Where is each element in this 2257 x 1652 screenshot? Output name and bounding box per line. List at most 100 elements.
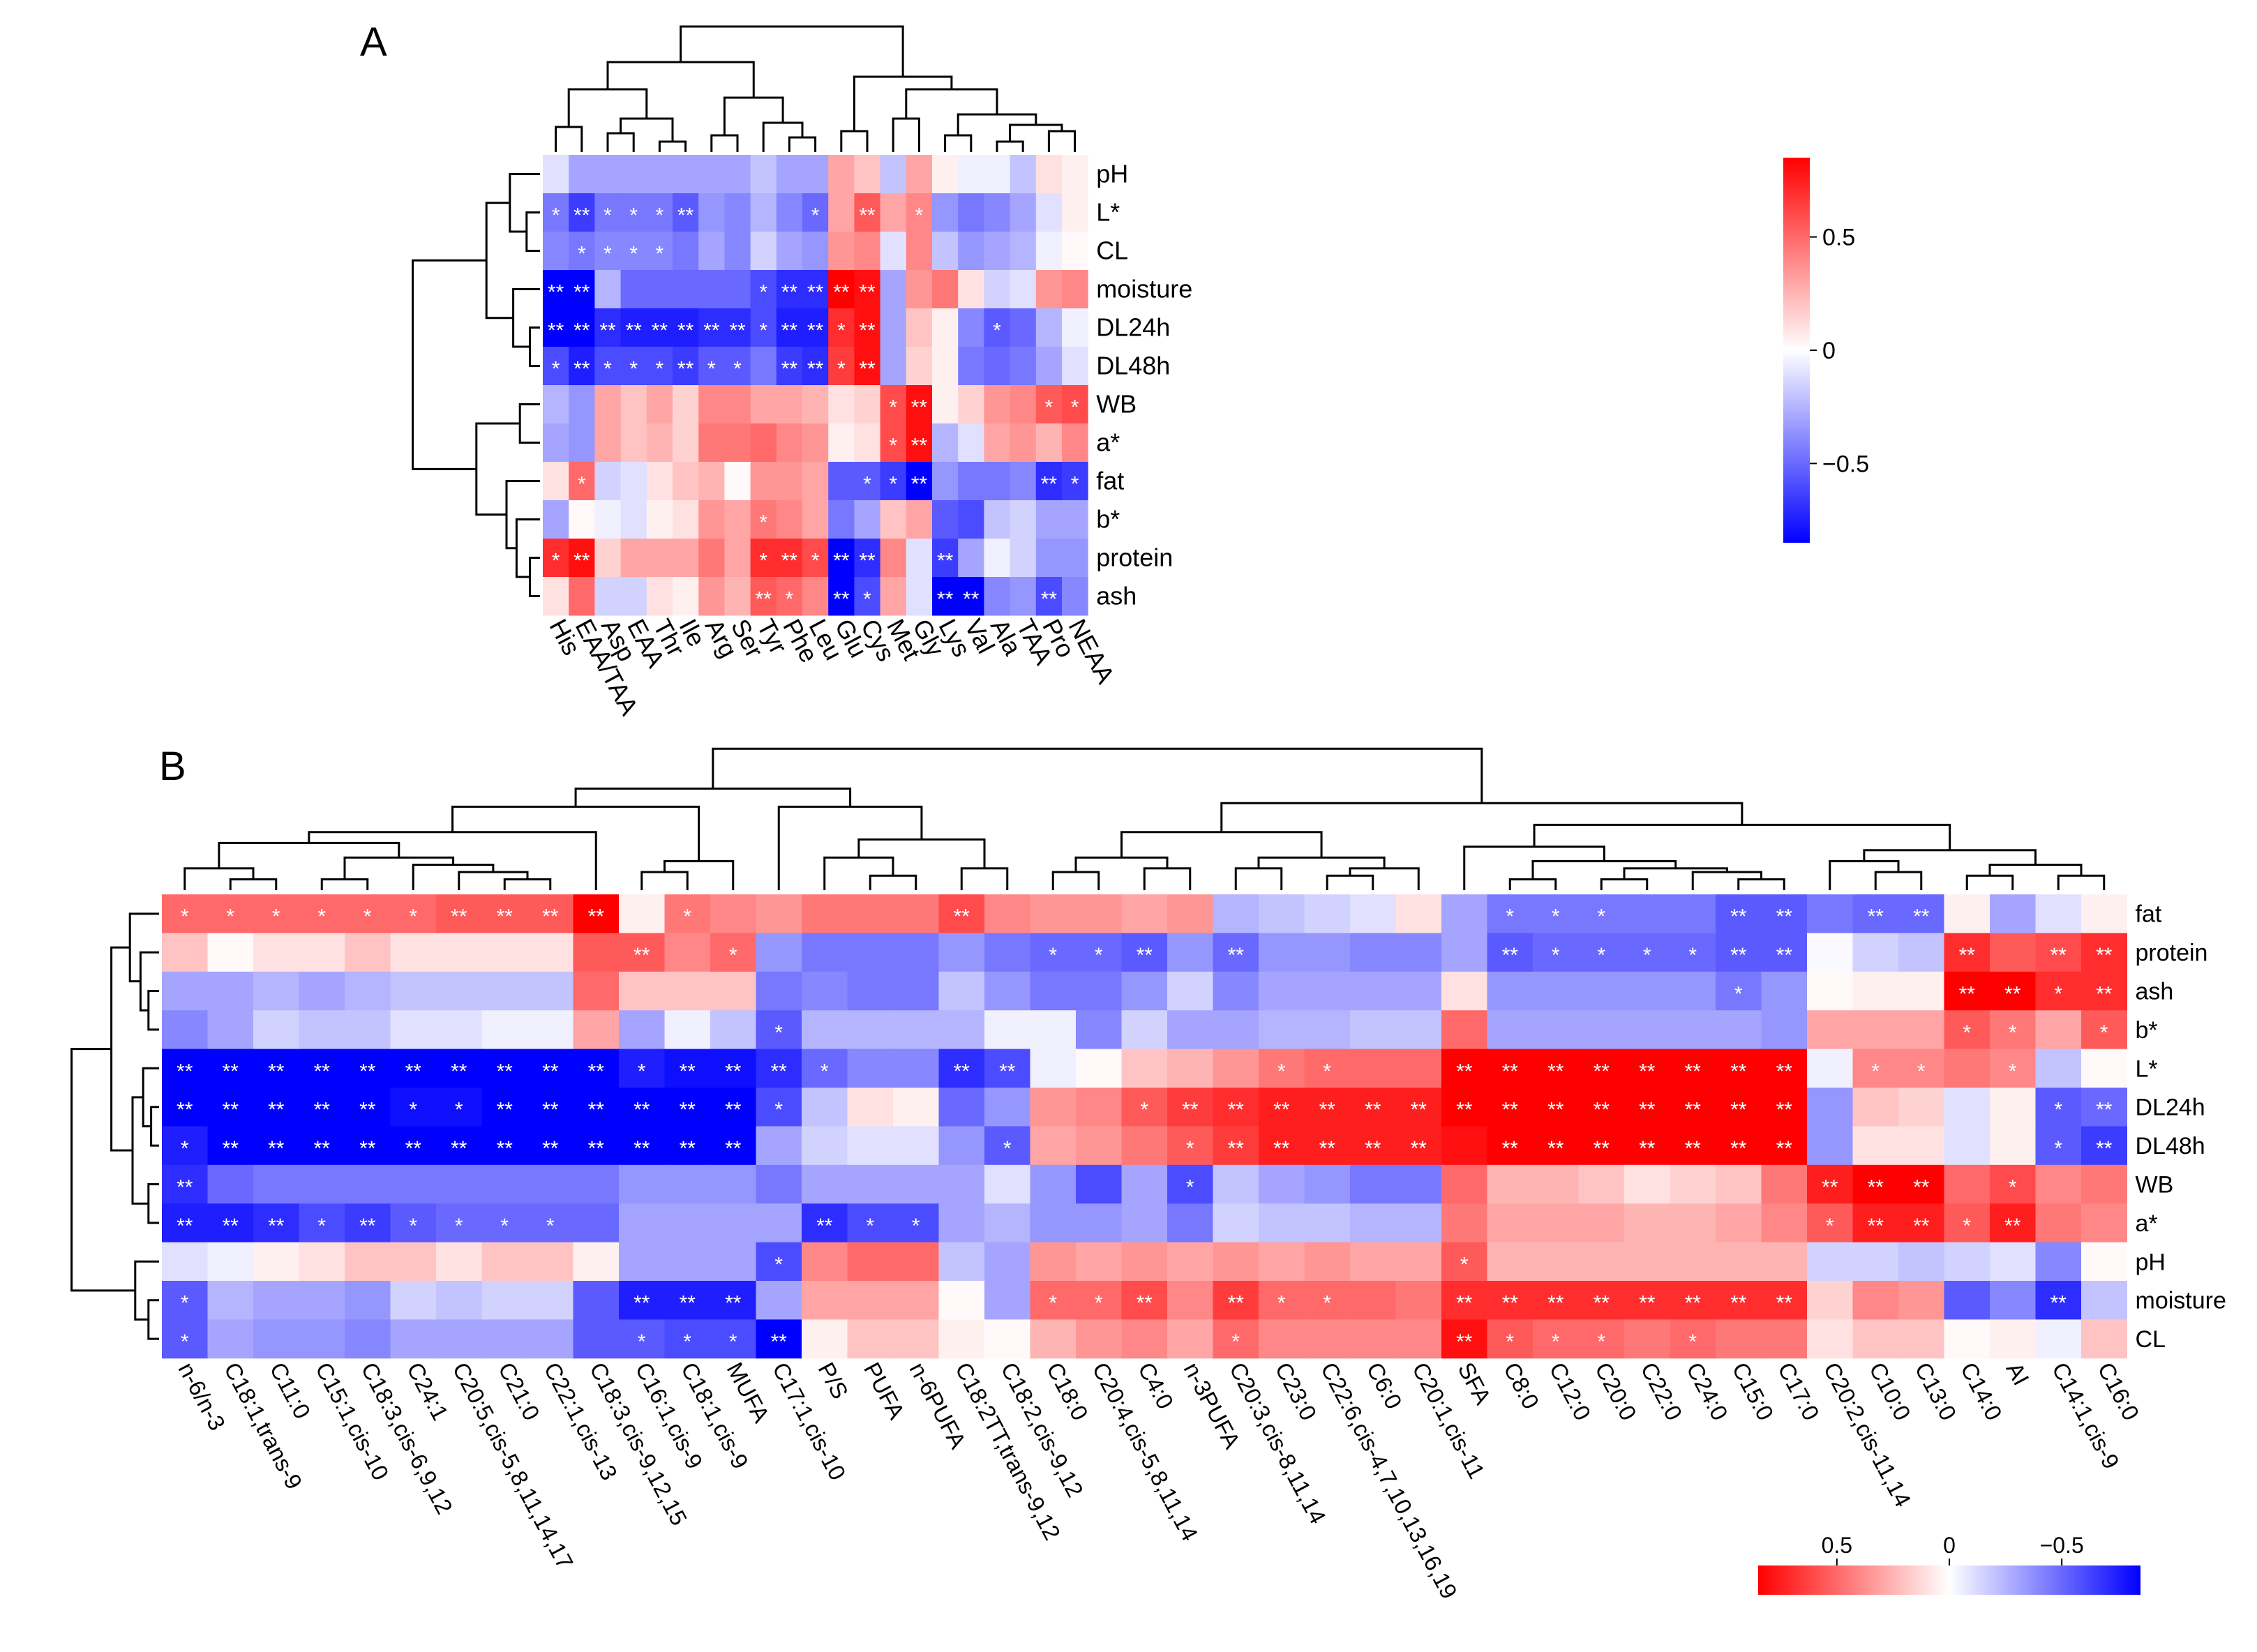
heatmap-cell [932, 423, 959, 463]
heatmap-cell [620, 539, 647, 578]
heatmap-cell [802, 1242, 848, 1282]
heatmap-cell [2035, 1088, 2082, 1127]
significance-mark: ** [1776, 906, 1793, 929]
significance-mark: ** [1228, 1137, 1245, 1160]
heatmap-cell [698, 385, 725, 424]
heatmap-cell [299, 1088, 345, 1127]
significance-mark: * [759, 511, 767, 534]
heatmap-cell [1487, 1242, 1534, 1282]
heatmap-cell [1670, 933, 1716, 973]
heatmap-cell [2081, 1319, 2127, 1359]
heatmap-cell [984, 1049, 1030, 1088]
dendrogram-branch [823, 856, 894, 890]
heatmap-cell [893, 1242, 939, 1282]
heatmap-cell [1259, 933, 1305, 973]
heatmap-cell [710, 1010, 756, 1050]
significance-mark: * [1552, 1330, 1560, 1353]
heatmap-cell [984, 347, 1011, 386]
row-label: CL [1096, 236, 1128, 265]
heatmap-cell [481, 1242, 528, 1282]
significance-mark: ** [833, 588, 850, 611]
dendrogram-b [70, 747, 2106, 1340]
heatmap-cell [573, 1203, 620, 1243]
heatmap-a: * ** * * * ** * ** ** * * *** ** * ** ** ** **** ** ** ** ** *… [543, 155, 1192, 720]
significance-mark: * [1095, 944, 1103, 967]
heatmap-cell [1898, 971, 1944, 1011]
dendrogram-branch [412, 864, 495, 890]
heatmap-cell [750, 347, 777, 386]
heatmap-cell [207, 894, 254, 933]
significance-mark: ** [573, 358, 590, 381]
heatmap-cell [299, 933, 345, 973]
significance-mark: ** [703, 320, 720, 343]
heatmap-cell [698, 232, 725, 271]
heatmap-cell [673, 385, 699, 424]
heatmap-cell [299, 894, 345, 933]
column-label: SFA [1453, 1358, 1497, 1409]
significance-mark: * [729, 1330, 737, 1353]
heatmap-cell [880, 347, 907, 386]
significance-mark: ** [1041, 473, 1058, 496]
significance-mark: ** [1913, 1176, 1930, 1199]
significance-mark: * [837, 358, 846, 381]
heatmap-cell [1395, 933, 1442, 973]
heatmap-cell [880, 270, 907, 309]
heatmap-cell [527, 1126, 573, 1166]
heatmap-cell [906, 577, 933, 616]
heatmap-cell [436, 1010, 482, 1050]
heatmap-cell [932, 500, 959, 539]
heatmap-cell [1944, 894, 1990, 933]
heatmap-cell [1062, 155, 1088, 194]
heatmap-cell [1578, 1164, 1625, 1204]
heatmap-cell [724, 347, 751, 386]
dendrogram-branch [944, 134, 973, 152]
row-label: ash [1096, 582, 1137, 610]
heatmap-cell [253, 933, 299, 973]
heatmap-cell [893, 933, 939, 973]
significance-mark: * [1643, 944, 1651, 967]
heatmap-cell [1441, 1242, 1487, 1282]
heatmap-cell [756, 1049, 802, 1088]
heatmap-cell [1990, 1242, 2036, 1282]
heatmap-cell [1852, 1010, 1899, 1050]
significance-mark: ** [911, 435, 928, 458]
heatmap-cell [698, 347, 725, 386]
significance-mark: * [409, 1215, 417, 1238]
significance-mark: ** [2096, 1137, 2113, 1160]
heatmap-cell [1121, 1164, 1168, 1204]
dendrogram-branch [529, 326, 540, 367]
significance-mark: * [1049, 1292, 1057, 1315]
heatmap-cell [573, 971, 620, 1011]
heatmap-cell [1578, 1203, 1625, 1243]
dendrogram-branch [1600, 878, 1649, 890]
significance-mark: ** [1868, 1215, 1884, 1238]
heatmap-cell [573, 1010, 620, 1050]
heatmap-cell [436, 894, 482, 933]
heatmap-cell [1010, 577, 1037, 616]
heatmap-cell [299, 1203, 345, 1243]
heatmap-cell [724, 232, 751, 271]
heatmap-cell [594, 462, 622, 501]
heatmap-cell [1898, 894, 1944, 933]
heatmap-cell [1035, 308, 1063, 347]
heatmap-cell [1761, 1242, 1808, 1282]
significance-mark: ** [268, 1137, 285, 1160]
heatmap-cell [828, 539, 855, 578]
heatmap-cell [1350, 1088, 1396, 1127]
heatmap-cell [710, 933, 756, 973]
heatmap-cell [1807, 1281, 1853, 1320]
significance-mark: ** [588, 906, 605, 929]
significance-mark: ** [268, 1215, 285, 1238]
heatmap-cell [802, 577, 829, 616]
dendrogram-branch [1120, 831, 1323, 858]
heatmap-cell [776, 423, 803, 463]
dendrogram-branch [996, 140, 1024, 152]
significance-mark: ** [816, 1215, 833, 1238]
significance-mark: ** [314, 1060, 331, 1083]
heatmap-cell [1010, 500, 1037, 539]
significance-mark: ** [1502, 1060, 1519, 1083]
heatmap-cell [880, 423, 907, 463]
heatmap-cell [984, 894, 1030, 933]
heatmap-cell [594, 577, 622, 616]
heatmap-cell [854, 193, 881, 232]
